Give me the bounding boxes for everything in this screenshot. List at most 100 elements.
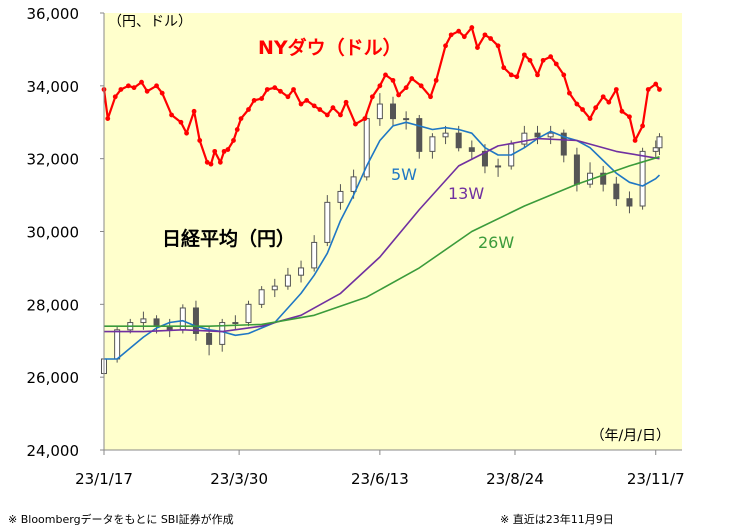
y-tick-label: 28,000 bbox=[27, 296, 80, 314]
candle-body bbox=[600, 172, 607, 185]
ny-dow-point bbox=[521, 52, 527, 58]
ny-dow-point bbox=[475, 45, 480, 50]
ny-dow-point bbox=[212, 148, 218, 154]
ny-dow-point bbox=[418, 83, 424, 89]
nikkei-candle bbox=[534, 125, 541, 145]
nikkei-candle bbox=[639, 147, 646, 210]
nikkei-candle bbox=[468, 140, 475, 159]
ny-dow-point bbox=[324, 112, 330, 118]
nikkei-candle bbox=[652, 140, 659, 159]
nikkei-candle bbox=[376, 93, 383, 126]
ny-dow-point bbox=[390, 77, 396, 83]
ma26-label: 26W bbox=[478, 233, 514, 252]
nikkei-candle bbox=[219, 318, 226, 352]
nikkei-candle bbox=[521, 125, 528, 148]
candle-body bbox=[547, 132, 554, 138]
nikkei-candle bbox=[245, 300, 252, 327]
nikkei-candle bbox=[284, 267, 291, 290]
ny-dow-point bbox=[131, 85, 137, 91]
nikkei-candle bbox=[442, 125, 449, 145]
unit-label: （円、ドル） bbox=[108, 14, 192, 30]
candle-body bbox=[350, 176, 357, 192]
candle-body bbox=[534, 132, 541, 138]
ny-dow-point bbox=[285, 94, 291, 100]
ny-dow-point bbox=[225, 147, 231, 152]
ny-dow-point bbox=[112, 94, 118, 100]
nikkei-candle bbox=[403, 111, 410, 130]
ny-dow-point bbox=[653, 81, 659, 87]
ny-dow-point bbox=[580, 107, 585, 112]
ny-dow-point bbox=[234, 127, 240, 132]
candle-body bbox=[376, 103, 383, 120]
ny-dow-point bbox=[362, 116, 368, 122]
candle-body bbox=[153, 318, 160, 327]
ny-dow-point bbox=[627, 114, 632, 120]
candle-body bbox=[639, 150, 646, 207]
y-tick-label: 26,000 bbox=[27, 369, 80, 387]
ny-dow-point bbox=[154, 83, 159, 89]
ny-dow-point bbox=[657, 87, 662, 92]
nikkei-candle bbox=[560, 129, 567, 163]
ny-dow-point bbox=[428, 94, 433, 100]
ny-dow-point bbox=[540, 57, 546, 63]
ny-dow-point bbox=[501, 65, 507, 71]
ny-dow-point bbox=[204, 159, 210, 165]
candle-body bbox=[114, 329, 121, 360]
ny-dow-point bbox=[169, 112, 174, 118]
ny-dow-point bbox=[178, 119, 184, 125]
ny-dow-point bbox=[298, 101, 304, 107]
ny-dow-point bbox=[251, 98, 257, 103]
ny-dow-point bbox=[587, 116, 593, 122]
ny-dow-point bbox=[330, 105, 336, 111]
ma-line-13w bbox=[104, 137, 660, 333]
y-tick-label: 32,000 bbox=[27, 151, 80, 169]
ny-dow-point bbox=[640, 123, 645, 129]
x-ticks: 23/1/17 23/3/30 23/6/13 23/8/24 23/11/7 bbox=[75, 450, 685, 488]
candle-body bbox=[311, 241, 318, 269]
ny-dow-point bbox=[105, 116, 111, 122]
ny-dow-point bbox=[291, 87, 296, 92]
ny-dow-point bbox=[403, 85, 409, 91]
candle-body bbox=[206, 332, 213, 345]
ny-dow-point bbox=[574, 101, 580, 107]
x-tick-label: 23/6/13 bbox=[351, 470, 409, 488]
candle-body bbox=[140, 318, 147, 324]
nikkei-candle bbox=[390, 96, 396, 126]
candle-body bbox=[468, 147, 475, 152]
candle-body bbox=[192, 307, 199, 334]
ny-dow-point bbox=[409, 76, 415, 81]
ny-dow-point bbox=[461, 34, 467, 40]
ny-dow-point bbox=[396, 92, 402, 98]
ny-dow-point bbox=[600, 94, 606, 100]
line-layer bbox=[101, 25, 662, 360]
nikkei-candle bbox=[613, 176, 620, 207]
ny-dow-point bbox=[338, 112, 343, 118]
ny-dow-point bbox=[443, 43, 448, 49]
candle-body bbox=[219, 322, 226, 345]
ny-dow-point bbox=[553, 61, 559, 67]
nikkei-candle bbox=[258, 286, 265, 308]
x-tick-label: 23/1/17 bbox=[75, 470, 133, 488]
ny-dow-point bbox=[482, 32, 488, 38]
ma13-label: 13W bbox=[448, 184, 484, 203]
nikkei-candle bbox=[600, 165, 607, 192]
nikkei-candle bbox=[298, 260, 305, 283]
ny-dow-point bbox=[508, 72, 514, 78]
nikkei-candle bbox=[337, 184, 344, 210]
x-tick-label: 23/8/24 bbox=[486, 470, 544, 488]
ny-dow-point bbox=[191, 108, 197, 114]
ny-dow-point bbox=[593, 105, 599, 111]
ny-dow-point bbox=[139, 79, 144, 85]
ny-dow-point bbox=[118, 87, 124, 92]
ny-dow-point bbox=[433, 77, 439, 83]
ny-dow-point bbox=[606, 99, 612, 105]
nikkei-candle bbox=[481, 144, 488, 174]
candle-body bbox=[652, 147, 659, 152]
candle-body bbox=[560, 132, 567, 156]
nikkei-candle bbox=[656, 133, 663, 156]
ny-dow-point bbox=[317, 107, 323, 112]
ny-dow-point bbox=[159, 90, 165, 96]
candle-body bbox=[495, 165, 502, 168]
ny-dow-point bbox=[144, 88, 150, 94]
candlestick-layer bbox=[101, 93, 663, 381]
